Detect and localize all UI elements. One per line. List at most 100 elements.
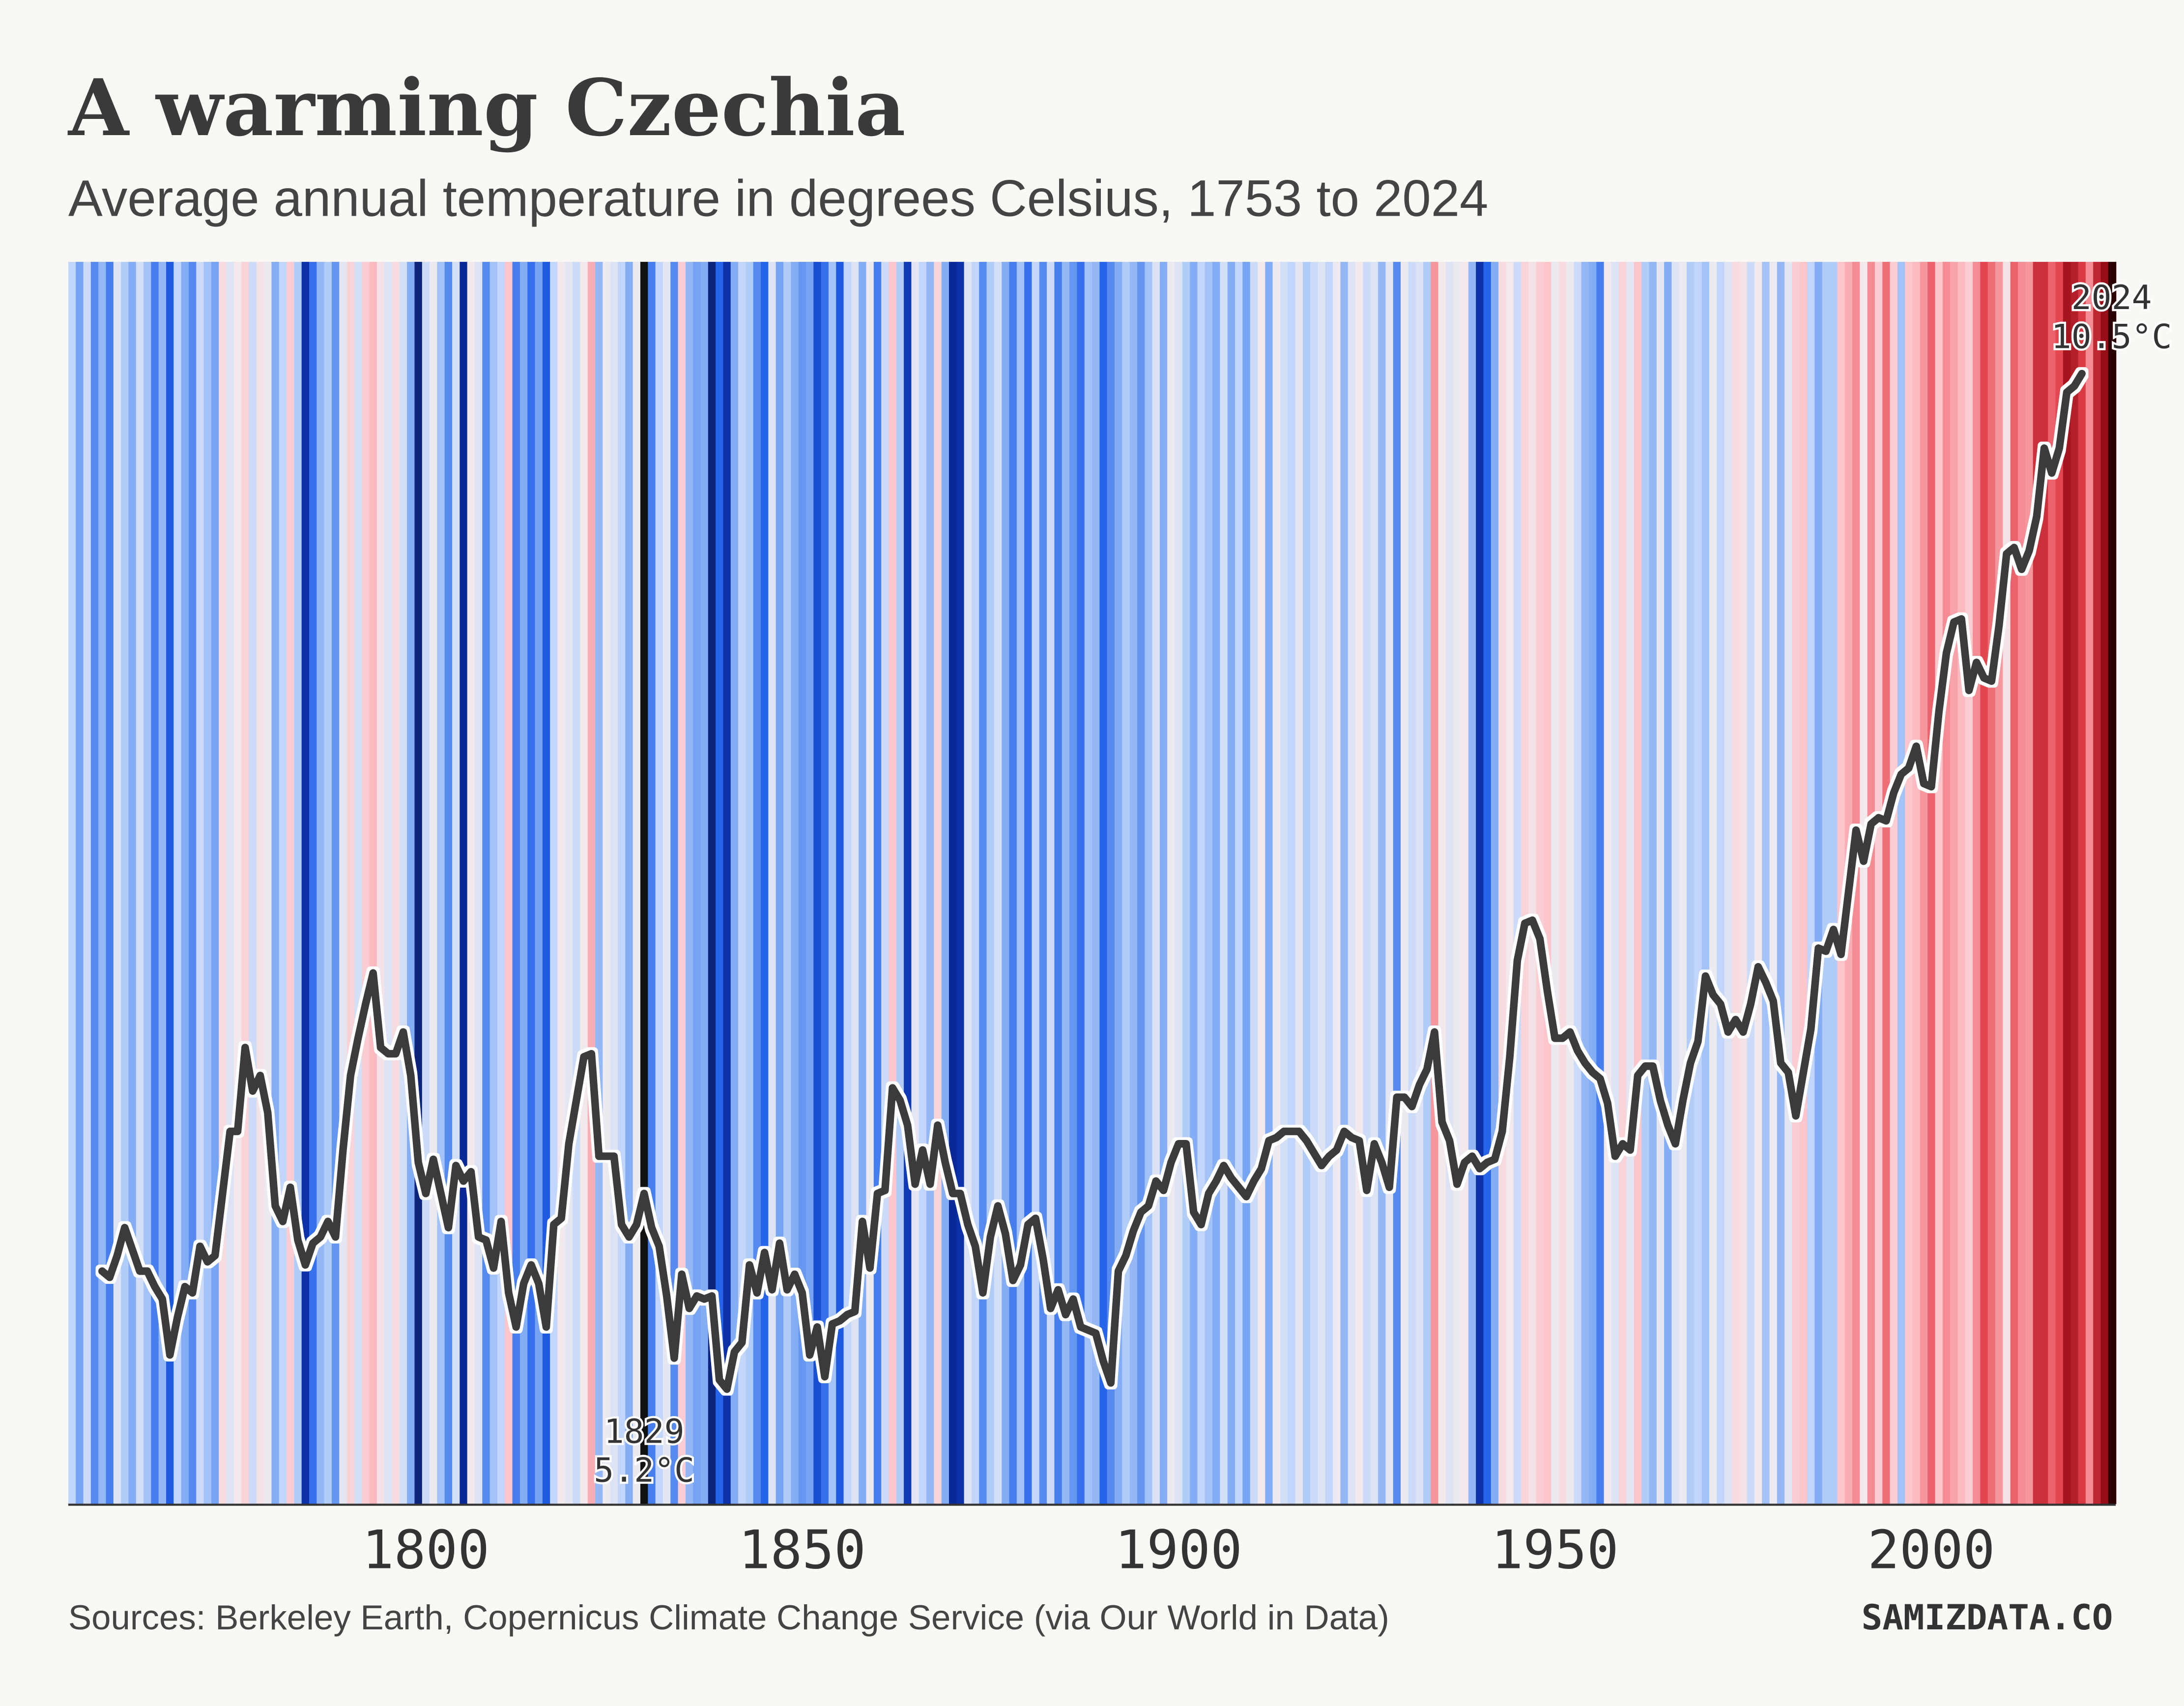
- stripe: [1468, 261, 1477, 1504]
- stripe: [1498, 261, 1507, 1504]
- stripe: [889, 261, 897, 1504]
- stripe: [2018, 261, 2026, 1504]
- stripe: [2078, 261, 2086, 1504]
- stripe: [1062, 261, 1070, 1504]
- stripe: [1461, 261, 1469, 1504]
- stripe: [678, 261, 687, 1504]
- stripe: [603, 261, 611, 1504]
- stripe: [813, 261, 822, 1504]
- stripe: [1942, 261, 1951, 1504]
- stripe: [941, 261, 950, 1504]
- stripe: [1370, 261, 1379, 1504]
- stripe: [753, 261, 762, 1504]
- stripe: [309, 261, 317, 1504]
- stripe: [1965, 261, 1974, 1504]
- annotation-year: 2024: [2071, 279, 2152, 317]
- stripe: [595, 261, 603, 1504]
- stripe: [1016, 261, 1025, 1504]
- stripe: [1739, 261, 1748, 1504]
- stripe: [693, 261, 701, 1504]
- stripe: [2048, 261, 2056, 1504]
- stripe: [203, 261, 212, 1504]
- stripe: [2085, 261, 2094, 1504]
- stripe: [1581, 261, 1590, 1504]
- stripe: [986, 261, 995, 1504]
- stripe: [497, 261, 506, 1504]
- stripe: [256, 261, 265, 1504]
- stripe: [587, 261, 596, 1504]
- stripe: [580, 261, 588, 1504]
- stripe: [1408, 261, 1416, 1504]
- chart-title: A warming Czechia: [67, 62, 906, 154]
- stripe: [437, 261, 445, 1504]
- stripe: [1747, 261, 1755, 1504]
- stripe: [1717, 261, 1725, 1504]
- stripe: [1363, 261, 1371, 1504]
- stripe: [911, 261, 920, 1504]
- stripe: [1175, 261, 1183, 1504]
- x-tick-label: 1900: [1115, 1519, 1242, 1581]
- stripe: [158, 261, 167, 1504]
- stripe: [2055, 261, 2064, 1504]
- stripe: [460, 261, 468, 1504]
- stripe: [1634, 261, 1642, 1504]
- stripe: [632, 261, 641, 1504]
- stripe: [1107, 261, 1116, 1504]
- stripe: [136, 261, 144, 1504]
- stripe: [1453, 261, 1462, 1504]
- stripe: [1054, 261, 1063, 1504]
- stripe: [768, 261, 776, 1504]
- stripe: [98, 261, 107, 1504]
- stripe: [1973, 261, 1981, 1504]
- stripe: [2108, 261, 2117, 1504]
- stripe: [783, 261, 792, 1504]
- stripe: [821, 261, 830, 1504]
- stripe: [1950, 261, 1958, 1504]
- stripe: [1830, 261, 1838, 1504]
- stripe: [1574, 261, 1582, 1504]
- stripe: [859, 261, 867, 1504]
- source: Sources: Berkeley Earth, Copernicus Clim…: [68, 1598, 1389, 1637]
- stripe: [1957, 261, 1966, 1504]
- stripe: [1754, 261, 1763, 1504]
- stripe: [1649, 261, 1657, 1504]
- stripe: [708, 261, 717, 1504]
- stripe: [1137, 261, 1146, 1504]
- temperature-line: [98, 370, 2086, 1393]
- stripe: [926, 261, 935, 1504]
- stripe: [1626, 261, 1635, 1504]
- stripe: [1814, 261, 1823, 1504]
- stripe: [1521, 261, 1529, 1504]
- stripe: [1431, 261, 1439, 1504]
- stripe: [106, 261, 114, 1504]
- stripe: [166, 261, 174, 1504]
- stripe: [1604, 261, 1612, 1504]
- stripe: [1687, 261, 1695, 1504]
- stripe: [2025, 261, 2034, 1504]
- stripe: [1762, 261, 1770, 1504]
- stripe: [716, 261, 724, 1504]
- stripe: [896, 261, 905, 1504]
- stripe: [1280, 261, 1289, 1504]
- stripe: [685, 261, 694, 1504]
- stripe: [1596, 261, 1605, 1504]
- stripe: [362, 261, 370, 1504]
- stripe: [1551, 261, 1559, 1504]
- stripe: [1401, 261, 1409, 1504]
- stripe: [316, 261, 325, 1504]
- stripe: [662, 261, 671, 1504]
- stripe: [1250, 261, 1259, 1504]
- stripe: [1701, 261, 1710, 1504]
- stripe: [1709, 261, 1718, 1504]
- stripe: [1227, 261, 1236, 1504]
- stripe: [76, 261, 84, 1504]
- stripe: [1822, 261, 1831, 1504]
- stripe: [181, 261, 190, 1504]
- stripe: [618, 261, 626, 1504]
- stripe: [376, 261, 385, 1504]
- stripe: [1882, 261, 1891, 1504]
- stripe: [1325, 261, 1334, 1504]
- stripe: [331, 261, 340, 1504]
- stripe: [1506, 261, 1514, 1504]
